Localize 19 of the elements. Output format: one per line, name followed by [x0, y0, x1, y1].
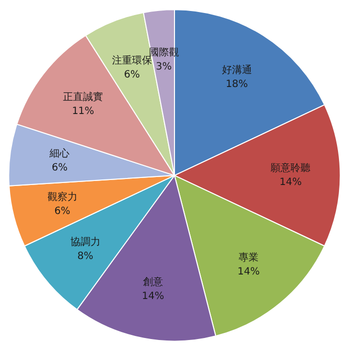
data-label: 11% [72, 106, 94, 117]
slice-label: 專業 [238, 251, 259, 264]
data-label: 3% [156, 62, 172, 73]
slice-label: 觀察力 [47, 190, 78, 203]
data-label: 14% [237, 266, 260, 278]
data-label: 14% [280, 177, 302, 188]
slice-label: 協調力 [70, 236, 100, 248]
slice-label: 好溝通 [222, 64, 252, 76]
data-label: 14% [142, 290, 164, 302]
slice-label: 正直誠實 [63, 91, 104, 103]
slice-label: 願意聆聽 [270, 162, 311, 174]
slice-label: 創意 [142, 276, 163, 288]
data-label: 8% [77, 250, 94, 262]
data-label: 6% [54, 206, 70, 217]
data-label: 18% [226, 79, 248, 90]
slice-label: 注重環保 [112, 54, 152, 66]
data-label: 6% [124, 69, 140, 80]
data-label: 6% [52, 162, 68, 174]
slice-label: 細心 [48, 148, 70, 160]
